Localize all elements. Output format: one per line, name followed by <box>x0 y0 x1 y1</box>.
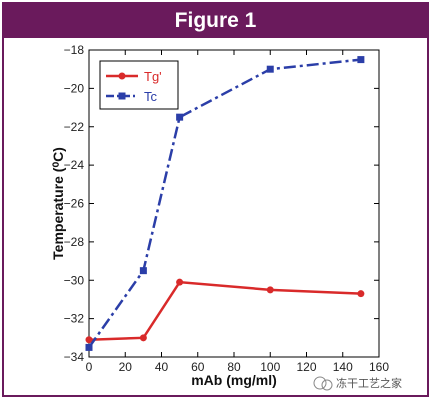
figure-title: Figure 1 <box>4 4 427 38</box>
x-tick-label: 40 <box>155 360 169 374</box>
data-point <box>176 113 184 121</box>
data-point <box>357 56 365 64</box>
legend-marker <box>118 92 126 100</box>
x-tick-label: 80 <box>227 360 241 374</box>
figure-frame: Figure 1 <box>2 2 429 397</box>
legend-box <box>99 60 179 110</box>
y-tick-label: −30 <box>64 273 85 287</box>
y-axis-label: Temperature (⁰C) <box>50 147 66 260</box>
data-point <box>85 343 93 351</box>
x-tick-label: 100 <box>260 360 280 374</box>
series-line-2 <box>87 58 362 349</box>
data-point <box>266 286 274 294</box>
legend-marker <box>118 72 126 80</box>
y-tick-label: −28 <box>64 235 85 249</box>
x-axis-label: mAb (mg/ml) <box>191 372 277 388</box>
x-tick-label: 20 <box>119 360 133 374</box>
y-tick-label: −24 <box>64 158 85 172</box>
y-tick-label: −26 <box>64 197 85 211</box>
x-tick-label: 140 <box>333 360 353 374</box>
y-tick-label: −18 <box>64 43 85 57</box>
series-layer <box>85 56 365 351</box>
axes: 0 20 40 60 80 100 120 140 160 −34 −32 −30 −28 −26 −24 −… <box>64 43 390 374</box>
wechat-icon <box>313 376 327 390</box>
data-point <box>139 267 147 275</box>
wechat-icon-bubble <box>321 379 333 391</box>
data-point <box>266 65 274 73</box>
y-tick-label: −32 <box>64 312 85 326</box>
legend: Tg' Tc <box>99 60 179 110</box>
y-tick-label: −22 <box>64 120 85 134</box>
data-point <box>176 278 184 286</box>
x-tick-label: 0 <box>86 360 93 374</box>
data-point <box>357 290 365 298</box>
legend-label: Tg' <box>144 69 162 84</box>
legend-label: Tc <box>144 89 158 104</box>
watermark: 冻干工艺之家 <box>313 376 402 391</box>
x-tick-label: 160 <box>369 360 389 374</box>
data-point <box>139 334 147 342</box>
x-tick-label: 120 <box>296 360 316 374</box>
data-point <box>85 336 93 344</box>
y-tick-label: −34 <box>64 350 85 364</box>
watermark-text: 冻干工艺之家 <box>336 376 402 390</box>
y-tick-label: −20 <box>64 81 85 95</box>
x-tick-label: 60 <box>191 360 205 374</box>
